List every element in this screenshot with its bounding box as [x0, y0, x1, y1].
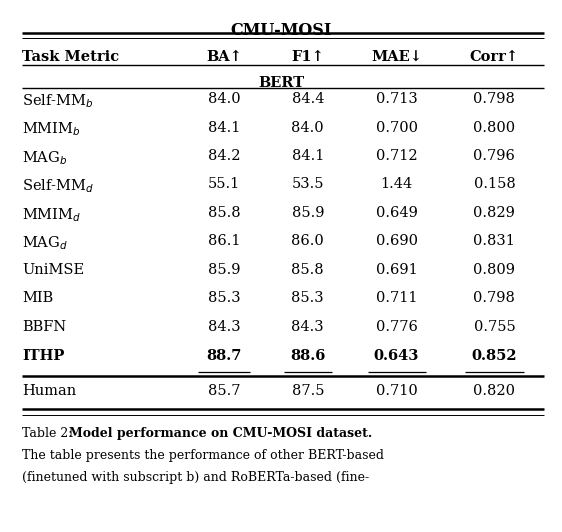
- Text: 0.700: 0.700: [375, 121, 418, 135]
- Text: 0.798: 0.798: [473, 92, 515, 106]
- Text: 0.649: 0.649: [375, 206, 418, 220]
- Text: 0.158: 0.158: [474, 178, 515, 192]
- Text: 87.5: 87.5: [292, 384, 324, 397]
- Text: (finetuned with subscript b) and RoBERTa-based (fine-: (finetuned with subscript b) and RoBERTa…: [22, 471, 369, 484]
- Text: 84.1: 84.1: [292, 149, 324, 163]
- Text: MAG$_{d}$: MAG$_{d}$: [22, 235, 68, 252]
- Text: 0.690: 0.690: [375, 235, 418, 248]
- Text: 0.691: 0.691: [375, 263, 418, 277]
- Text: CMU-MOSI: CMU-MOSI: [230, 22, 332, 39]
- Text: 84.0: 84.0: [208, 92, 241, 106]
- Text: 85.8: 85.8: [208, 206, 241, 220]
- Text: Corr↑: Corr↑: [470, 50, 519, 64]
- Text: Human: Human: [22, 384, 76, 397]
- Text: 84.3: 84.3: [292, 320, 324, 334]
- Text: 0.798: 0.798: [473, 292, 515, 305]
- Text: 84.1: 84.1: [208, 121, 241, 135]
- Text: 53.5: 53.5: [292, 178, 324, 192]
- Text: Model performance on CMU-MOSI dataset.: Model performance on CMU-MOSI dataset.: [69, 427, 372, 440]
- Text: Self-MM$_{d}$: Self-MM$_{d}$: [22, 178, 94, 195]
- Text: MAE↓: MAE↓: [371, 50, 422, 64]
- Text: 85.3: 85.3: [292, 292, 324, 305]
- Text: ITHP: ITHP: [22, 348, 65, 362]
- Text: BA↑: BA↑: [206, 50, 242, 64]
- Text: 84.2: 84.2: [208, 149, 241, 163]
- Text: 0.755: 0.755: [474, 320, 515, 334]
- Text: MMIM$_{d}$: MMIM$_{d}$: [22, 206, 81, 223]
- Text: 84.4: 84.4: [292, 92, 324, 106]
- Text: 0.712: 0.712: [376, 149, 418, 163]
- Text: 0.713: 0.713: [375, 92, 418, 106]
- Text: 84.0: 84.0: [292, 121, 324, 135]
- Text: Self-MM$_{b}$: Self-MM$_{b}$: [22, 92, 94, 110]
- Text: 84.3: 84.3: [208, 320, 241, 334]
- Text: 0.800: 0.800: [473, 121, 515, 135]
- Text: 0.809: 0.809: [473, 263, 515, 277]
- Text: 0.829: 0.829: [473, 206, 515, 220]
- Text: 1.44: 1.44: [380, 178, 413, 192]
- Text: MIB: MIB: [22, 292, 53, 305]
- Text: 85.9: 85.9: [208, 263, 241, 277]
- Text: 0.831: 0.831: [473, 235, 515, 248]
- Text: MMIM$_{b}$: MMIM$_{b}$: [22, 121, 81, 138]
- Text: 0.796: 0.796: [473, 149, 515, 163]
- Text: 85.7: 85.7: [208, 384, 241, 397]
- Text: 86.1: 86.1: [208, 235, 241, 248]
- Text: 0.711: 0.711: [376, 292, 417, 305]
- Text: 0.776: 0.776: [375, 320, 418, 334]
- Text: 55.1: 55.1: [208, 178, 241, 192]
- Text: Task Metric: Task Metric: [22, 50, 119, 64]
- Text: 85.9: 85.9: [292, 206, 324, 220]
- Text: 0.820: 0.820: [473, 384, 515, 397]
- Text: Table 2:: Table 2:: [22, 427, 76, 440]
- Text: 0.710: 0.710: [375, 384, 418, 397]
- Text: The table presents the performance of other BERT-based: The table presents the performance of ot…: [22, 448, 384, 462]
- Text: 0.643: 0.643: [374, 348, 419, 362]
- Text: 88.6: 88.6: [290, 348, 325, 362]
- Text: 85.8: 85.8: [292, 263, 324, 277]
- Text: 86.0: 86.0: [292, 235, 324, 248]
- Text: 85.3: 85.3: [208, 292, 241, 305]
- Text: 0.852: 0.852: [472, 348, 517, 362]
- Text: BERT: BERT: [258, 76, 304, 90]
- Text: MAG$_{b}$: MAG$_{b}$: [22, 149, 67, 167]
- Text: BBFN: BBFN: [22, 320, 66, 334]
- Text: UniMSE: UniMSE: [22, 263, 84, 277]
- Text: 88.7: 88.7: [207, 348, 242, 362]
- Text: F1↑: F1↑: [291, 50, 324, 64]
